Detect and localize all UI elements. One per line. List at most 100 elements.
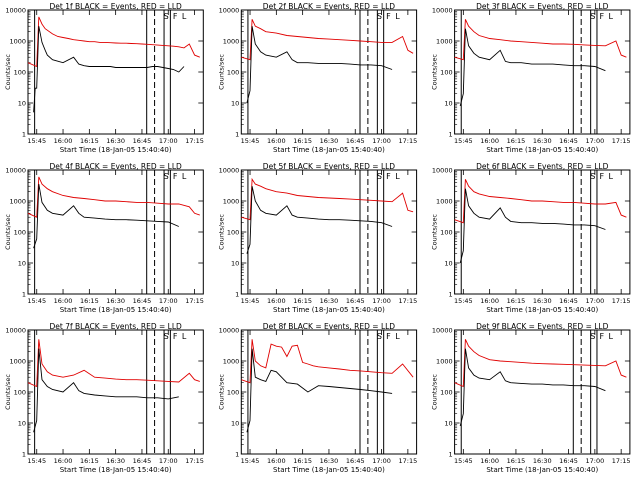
sfl-marker: S (590, 12, 595, 21)
x-axis-label: Start Time (18-Jan-05 15:40:40) (273, 466, 385, 474)
x-tick-label: 17:15 (612, 297, 631, 305)
x-tick-label: 16:15 (293, 457, 312, 465)
y-axis-label: Counts/sec (4, 214, 12, 250)
x-tick-label: 16:45 (133, 457, 152, 465)
x-tick-label: 17:15 (398, 137, 417, 145)
sfl-marker: L (395, 172, 400, 181)
x-tick-label: 16:30 (106, 457, 125, 465)
plot-frame (240, 329, 418, 455)
x-tick-label: 16:30 (106, 137, 125, 145)
x-axis-label: Start Time (18-Jan-05 15:40:40) (486, 146, 598, 154)
x-tick-label: 16:45 (133, 137, 152, 145)
y-tick-label: 10000 (219, 7, 240, 15)
y-tick-label: 10 (444, 260, 452, 268)
sfl-marker: S (164, 172, 169, 181)
x-tick-label: 16:30 (533, 457, 552, 465)
x-tick-label: 17:00 (159, 457, 178, 465)
sfl-marker: F (599, 332, 604, 341)
chart-panel: Det 1f BLACK = Events, RED = LLD 1 10 100 10… (4, 2, 204, 154)
x-tick-label: 16:15 (293, 297, 312, 305)
x-tick-label: 16:45 (559, 137, 578, 145)
y-tick-label: 10 (444, 420, 452, 428)
sfl-marker: F (386, 172, 391, 181)
chart-panel: Det 7f BLACK = Events, RED = LLD 1 10 100 10… (4, 322, 204, 474)
sfl-marker: L (609, 12, 614, 21)
chart-panel: Det 3f BLACK = Events, RED = LLD 1 10 100 10… (431, 2, 631, 154)
y-axis-label: Counts/sec (431, 54, 439, 90)
sfl-marker: L (182, 12, 187, 21)
chart-title: Det 3f BLACK = Events, RED = LLD (476, 2, 609, 11)
plot-frame (454, 329, 631, 455)
sfl-marker: L (609, 172, 614, 181)
chart-title: Det 1f BLACK = Events, RED = LLD (50, 2, 183, 11)
x-tick-label: 16:15 (80, 297, 99, 305)
x-tick-label: 16:00 (480, 137, 499, 145)
x-tick-label: 16:15 (80, 137, 99, 145)
y-tick-label: 1 (235, 291, 239, 299)
x-tick-label: 17:00 (585, 457, 604, 465)
series-line-black-events (33, 348, 179, 433)
plot-frame (454, 169, 631, 295)
plot-frame (240, 9, 418, 135)
y-tick-label: 10 (18, 420, 26, 428)
x-tick-label: 16:15 (507, 137, 526, 145)
chart-title: Det 9f BLACK = Events, RED = LLD (476, 322, 609, 331)
y-tick-label: 1000 (436, 38, 453, 46)
plot-frame (240, 169, 418, 295)
x-axis-label: Start Time (18-Jan-05 15:40:40) (486, 466, 598, 474)
x-tick-label: 17:15 (612, 137, 631, 145)
y-tick-label: 10 (231, 100, 239, 108)
y-tick-label: 1 (235, 451, 239, 459)
series-line-red-lld (27, 176, 200, 218)
sfl-marker: L (182, 332, 187, 341)
y-tick-label: 100 (14, 389, 26, 397)
y-axis-label: Counts/sec (217, 214, 225, 250)
series-line-black-events (459, 348, 606, 427)
y-tick-label: 10000 (5, 327, 26, 335)
y-tick-label: 1000 (9, 198, 26, 206)
x-tick-label: 16:00 (480, 457, 499, 465)
y-tick-label: 1 (448, 291, 452, 299)
y-tick-label: 100 (227, 229, 239, 237)
y-tick-label: 1 (448, 131, 452, 139)
sfl-marker: S (377, 12, 382, 21)
y-tick-label: 10 (18, 260, 26, 268)
x-tick-label: 15:45 (27, 297, 46, 305)
y-tick-label: 10000 (432, 327, 453, 335)
y-axis-label: Counts/sec (217, 374, 225, 410)
y-tick-label: 1 (22, 131, 26, 139)
sfl-marker: F (386, 332, 391, 341)
y-axis-label: Counts/sec (4, 374, 12, 410)
y-axis-label: Counts/sec (431, 374, 439, 410)
x-tick-label: 17:00 (159, 297, 178, 305)
sfl-marker: F (599, 172, 604, 181)
x-tick-label: 16:00 (267, 297, 286, 305)
x-tick-label: 16:30 (320, 297, 339, 305)
sfl-marker: S (377, 332, 382, 341)
chart-panel: Det 8f BLACK = Events, RED = LLD 1 10 100 10… (217, 322, 417, 474)
x-tick-label: 17:00 (585, 137, 604, 145)
y-tick-label: 100 (227, 69, 239, 77)
x-tick-label: 16:30 (320, 137, 339, 145)
sfl-marker: F (173, 12, 178, 21)
x-tick-label: 17:00 (372, 297, 391, 305)
x-tick-label: 15:45 (241, 137, 260, 145)
chart-panel: Det 4f BLACK = Events, RED = LLD 1 10 100 10… (4, 162, 204, 314)
chart-title: Det 7f BLACK = Events, RED = LLD (50, 322, 183, 331)
series-line-red-lld (241, 339, 414, 384)
x-tick-label: 16:30 (320, 457, 339, 465)
x-axis-label: Start Time (18-Jan-05 15:40:40) (60, 306, 172, 314)
x-tick-label: 16:45 (559, 297, 578, 305)
series-line-red-lld (241, 19, 414, 61)
x-tick-label: 16:00 (480, 297, 499, 305)
x-tick-label: 16:45 (346, 297, 365, 305)
x-tick-label: 15:45 (27, 457, 46, 465)
series-line-black-events (33, 26, 185, 113)
x-axis-label: Start Time (18-Jan-05 15:40:40) (60, 466, 172, 474)
x-tick-label: 17:00 (372, 137, 391, 145)
y-axis-label: Counts/sec (217, 54, 225, 90)
plot-frame (27, 329, 204, 455)
x-tick-label: 16:00 (54, 137, 73, 145)
sfl-marker: F (386, 12, 391, 21)
y-tick-label: 1 (235, 131, 239, 139)
